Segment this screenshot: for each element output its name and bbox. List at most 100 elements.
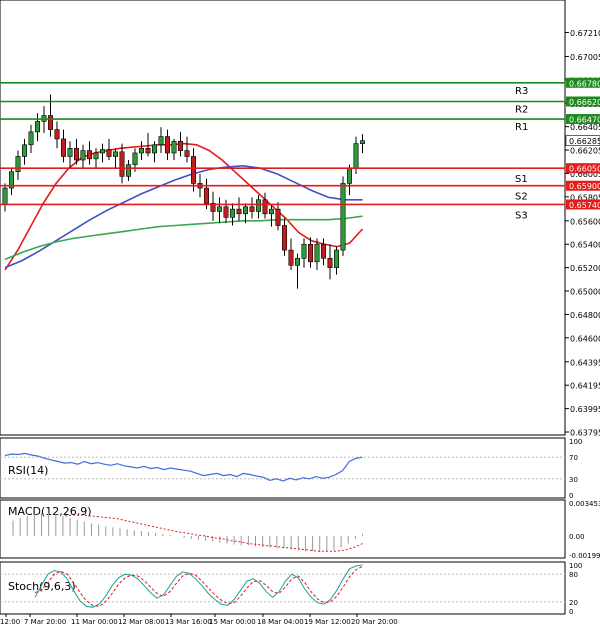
- price-panel: 0.672100.670050.668050.666050.664050.662…: [0, 0, 600, 438]
- ma-line-0: [4, 142, 364, 271]
- time-tick-label: 15 Mar 00:00: [209, 618, 256, 626]
- candle-body: [2, 187, 8, 205]
- price-tick-label: 0.65600: [570, 217, 600, 226]
- level-price-tag: [566, 114, 600, 125]
- price-tick-label: 0.63995: [570, 405, 600, 414]
- candle-body: [268, 208, 274, 215]
- candles: [2, 94, 365, 289]
- price-tick-label: 0.67210: [570, 29, 600, 38]
- candle-body: [307, 243, 313, 263]
- candle-body: [171, 140, 177, 154]
- rsi-line: [4, 452, 363, 482]
- candle-body: [191, 156, 197, 184]
- price-tick-label: 0.66405: [570, 123, 600, 132]
- rsi-tick-label: 0: [569, 492, 573, 500]
- candle-body: [47, 115, 53, 130]
- candle-body: [15, 156, 21, 172]
- stoch-tick-label: 0: [569, 608, 573, 616]
- rsi-panel: RSI(14) 100 70 30 0: [0, 437, 582, 500]
- candle-body: [67, 147, 73, 157]
- price-tick-label: 0.65400: [570, 241, 600, 250]
- price-tick-label: 0.65200: [570, 264, 600, 273]
- time-tick-label: 11 Mar 00:00: [71, 618, 118, 626]
- candle-body: [223, 206, 229, 218]
- stoch-line-1: [34, 565, 363, 607]
- macd-title: MACD(12,26,9): [8, 505, 92, 518]
- level-name: S3: [515, 210, 528, 221]
- level-name: R3: [515, 86, 528, 97]
- stoch-tick-label: 20: [569, 599, 578, 607]
- rsi-tick-label: 30: [569, 476, 578, 484]
- time-axis: 12:00 7 Mar 20:00 11 Mar 00:00 12 Mar 08:00…: [0, 614, 398, 626]
- macd-tick-label: 0.00: [569, 533, 585, 541]
- rsi-title: RSI(14): [8, 464, 48, 477]
- price-tick-label: 0.66205: [570, 147, 600, 156]
- macd-panel: MACD(12,26,9) 0.003453 0.00 -0.001999: [0, 499, 600, 560]
- candle-body: [106, 149, 112, 157]
- time-tick-label: 7 Mar 20:00: [24, 618, 66, 626]
- price-tick-label: 0.64195: [570, 382, 600, 391]
- candle-body: [54, 129, 60, 140]
- macd-tick-label: 0.003453: [569, 500, 600, 508]
- candle-body: [314, 243, 320, 263]
- current-price-tag: [565, 135, 600, 146]
- level-price-tag: [566, 77, 600, 88]
- ma-line-2: [4, 215, 363, 261]
- candle-body: [145, 147, 151, 154]
- level-price-label: 0.65900: [569, 182, 600, 191]
- candle-body: [275, 208, 281, 226]
- candle-body: [255, 199, 261, 212]
- candle-body: [204, 187, 210, 204]
- candle-body: [100, 149, 106, 154]
- rsi-plot: 100 70 30 0: [0, 438, 582, 500]
- candle-body: [152, 144, 158, 154]
- candle-body: [139, 147, 145, 154]
- current-price-label: 0.66285: [569, 137, 600, 146]
- macd-signal-line: [64, 514, 363, 552]
- stoch-title: Stoch(9,6,3): [8, 580, 76, 593]
- price-tick-label: 0.64800: [570, 311, 600, 320]
- level-price-label: 0.65740: [569, 201, 600, 210]
- candle-body: [359, 140, 365, 144]
- time-tick-label: 18 Mar 04:00: [257, 618, 304, 626]
- price-tick-label: 0.67005: [570, 53, 600, 62]
- level-price-tag: [566, 163, 600, 174]
- level-price-tag: [566, 199, 600, 210]
- time-tick-label: 13 Mar 16:00: [165, 618, 212, 626]
- candle-body: [126, 164, 132, 177]
- price-tick-label: 0.64600: [570, 334, 600, 343]
- macd-tick-label: -0.001999: [569, 552, 600, 560]
- candle-body: [333, 249, 339, 268]
- candle-body: [217, 206, 223, 212]
- candle-body: [301, 243, 307, 259]
- candle-body: [60, 138, 66, 157]
- time-tick-label: 12:00: [0, 618, 20, 626]
- price-tick-label: 0.65805: [570, 193, 600, 202]
- current-price: 0.66285: [565, 135, 600, 146]
- level-price-tag: [566, 180, 600, 191]
- candle-body: [93, 152, 99, 160]
- price-tick-label: 0.65000: [570, 288, 600, 297]
- level-name: R1: [515, 122, 528, 133]
- price-tick-label: 0.66005: [570, 170, 600, 179]
- stoch-line-0: [34, 564, 363, 608]
- price-tick-label: 0.63795: [570, 429, 600, 438]
- candle-body: [87, 150, 93, 160]
- candle-body: [74, 147, 80, 161]
- candle-body: [327, 257, 333, 268]
- time-tick-label: 20 Mar 20:00: [351, 618, 398, 626]
- candle-body: [178, 140, 184, 151]
- candle-body: [288, 249, 294, 266]
- candle-body: [230, 208, 236, 218]
- candle-body: [249, 206, 255, 212]
- candle-body: [80, 150, 86, 161]
- macd-plot: 0.003453 0.00 -0.001999: [12, 500, 600, 560]
- support-resistance-levels: R3 0.66780 R2 0.66620 R1 0.66470 S1 0.66050 S2 0.…: [0, 77, 600, 221]
- rsi-tick-label: 70: [569, 454, 578, 462]
- level-price-label: 0.66050: [569, 165, 600, 174]
- candle-body: [210, 202, 216, 212]
- candle-body: [243, 206, 249, 215]
